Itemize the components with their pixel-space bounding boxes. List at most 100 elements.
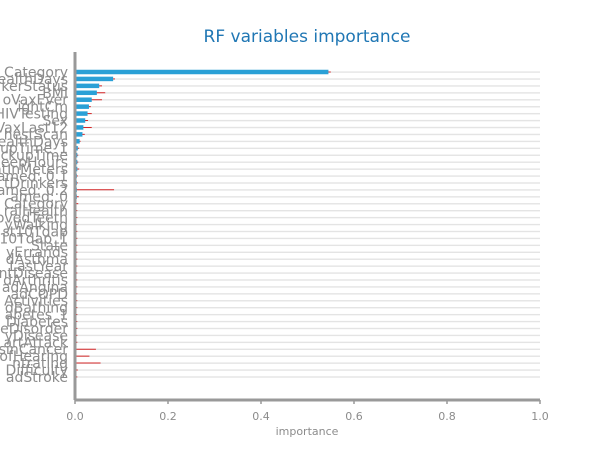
row-band — [75, 161, 540, 163]
row-band — [75, 258, 540, 260]
row-band — [75, 376, 540, 378]
y-tick-label: yWalking — [5, 217, 68, 233]
row-band — [75, 355, 540, 357]
chart-title: RF variables importance — [204, 27, 411, 47]
row-band — [75, 272, 540, 274]
row-band — [75, 327, 540, 330]
row-band — [75, 279, 540, 281]
y-tick-label: sinCancer — [0, 342, 68, 358]
row-band — [75, 307, 540, 309]
row-band — [75, 216, 540, 219]
y-tick-label: ntrating — [12, 356, 68, 372]
row-band — [75, 348, 540, 350]
bar — [75, 76, 114, 82]
y-tick-label: VaxLast12 — [0, 120, 68, 136]
row-band — [75, 85, 540, 87]
y-tick-label: ntDisease — [0, 266, 68, 282]
row-band — [75, 196, 540, 198]
row-band — [75, 99, 540, 101]
y-tick-label: yErrands — [6, 245, 68, 261]
y-tick-label: kerStatus — [1, 79, 68, 95]
y-tick-label: amed: 0 — [10, 190, 68, 206]
row-band — [75, 106, 540, 108]
x-tick-label: 0.8 — [438, 410, 456, 423]
row-band — [75, 369, 540, 371]
row-band — [75, 293, 540, 295]
y-tick-label: eDisorder — [0, 321, 68, 337]
y-tick-label: eepHours — [1, 155, 68, 171]
y-tick-label: ovedTeeth — [0, 211, 68, 227]
y-tick-label: dBathing — [5, 301, 68, 317]
bar — [75, 118, 86, 123]
row-band — [75, 78, 540, 80]
y-tick-label: amed: 0.2 — [0, 183, 68, 199]
y-tick-label: State — [31, 238, 68, 254]
y-tick-label: Activities — [4, 294, 68, 310]
y-tick-label: ralHealth — [4, 204, 68, 220]
x-tick-label: 0.0 — [66, 410, 84, 423]
y-tick-label: adAngina — [2, 280, 68, 296]
row-band — [75, 182, 540, 184]
row-bands — [75, 71, 540, 378]
row-band — [75, 154, 540, 156]
y-tick-label: abetes_1 — [5, 308, 68, 324]
y-tick-label: adCOPD — [11, 287, 68, 303]
row-band — [75, 133, 540, 136]
row-band — [75, 175, 540, 177]
y-tick-label: upTime_1 — [0, 141, 68, 157]
row-band — [75, 168, 540, 170]
x-axis-label: importance — [276, 425, 339, 438]
y-tick-label: dArthritis — [3, 273, 68, 289]
row-band — [75, 210, 540, 212]
row-band — [75, 265, 540, 267]
row-band — [75, 147, 540, 150]
row-band — [75, 126, 540, 129]
y-tick-label: 10Tdap_1 — [0, 231, 68, 247]
y-tick-label: tDrinkers — [4, 176, 68, 192]
bar — [75, 125, 84, 130]
y-tick-label: ckupTime — [1, 148, 68, 164]
y-tick-label: BMI — [42, 86, 68, 102]
row-band — [75, 92, 540, 94]
row-band — [75, 237, 540, 240]
bar — [75, 69, 329, 75]
row-band — [75, 119, 540, 122]
x-tick-label: 0.2 — [159, 410, 177, 423]
x-tick-label: 0.6 — [345, 410, 363, 423]
row-band — [75, 320, 540, 323]
row-band — [75, 223, 540, 226]
y-tick-label: hestScan — [4, 127, 68, 143]
y-tick-label: amed: 0.1 — [0, 169, 68, 185]
y-tick-label: adStroke — [6, 370, 68, 386]
y-tick-label: Category — [4, 65, 68, 81]
y-tick-label: htInMeters — [0, 162, 68, 178]
row-band — [75, 362, 540, 364]
bar — [75, 83, 100, 89]
row-band — [75, 112, 540, 115]
y-tick-label: LastYear — [9, 259, 68, 275]
y-tick-label: st10Tdap — [2, 224, 68, 240]
y-tick-label: ealthDays — [0, 134, 68, 150]
y-tick-label: Sex — [42, 114, 68, 130]
row-band — [75, 244, 540, 247]
y-tick-labels: CategoryealthDayskerStatusBMIoVaxEverigh… — [0, 65, 69, 386]
y-tick-label: ofHearing — [0, 349, 68, 365]
y-tick-label: ightCm — [17, 100, 68, 116]
x-tick-label: 1.0 — [531, 410, 549, 423]
row-band — [75, 230, 540, 233]
y-tick-label: yDisease — [5, 328, 68, 344]
y-tick-label: ealthDays — [0, 72, 68, 88]
y-tick-label: dAsthma — [6, 252, 68, 268]
row-band — [75, 286, 540, 288]
row-band — [75, 140, 540, 143]
bar — [75, 90, 97, 96]
y-tick-label: Diabetes — [6, 314, 68, 330]
row-band — [75, 203, 540, 205]
row-band — [75, 341, 540, 344]
bar — [75, 104, 89, 109]
y-tick-label: Category — [4, 197, 68, 213]
bar — [75, 139, 80, 144]
bar — [75, 111, 88, 116]
row-band — [75, 313, 540, 316]
